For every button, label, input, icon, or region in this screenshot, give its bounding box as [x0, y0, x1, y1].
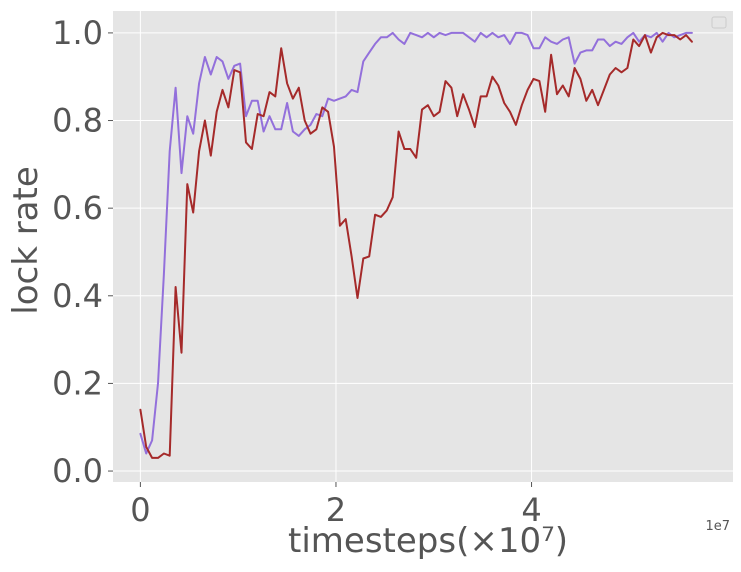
- series-layer: [139, 31, 693, 459]
- x-tick-label: 2: [326, 491, 346, 529]
- y-tick-label: 0.0: [52, 452, 103, 490]
- x-tick-label: 0: [130, 491, 150, 529]
- grid-lines: [113, 11, 733, 482]
- y-axis-label: lock rate: [6, 166, 46, 315]
- plot-background: [113, 11, 733, 482]
- x-tick-label: 4: [521, 491, 541, 529]
- x-axis-label: timesteps(×10⁷): [288, 521, 568, 561]
- legend: [711, 16, 727, 29]
- y-tick-label: 0.6: [52, 189, 103, 227]
- x-axis: 0 2 4: [130, 482, 542, 529]
- y-tick-label: 0.4: [52, 277, 103, 315]
- series-line-1: [139, 31, 693, 455]
- x-axis-offset-label: 1e7: [705, 519, 730, 534]
- series-line-2: [139, 31, 693, 459]
- y-tick-label: 0.2: [52, 364, 103, 402]
- y-tick-label: 1.0: [52, 14, 103, 52]
- y-axis: 0.0 0.2 0.4 0.6 0.8 1.0: [52, 14, 113, 490]
- legend-box: [711, 16, 727, 29]
- y-tick-label: 0.8: [52, 102, 103, 140]
